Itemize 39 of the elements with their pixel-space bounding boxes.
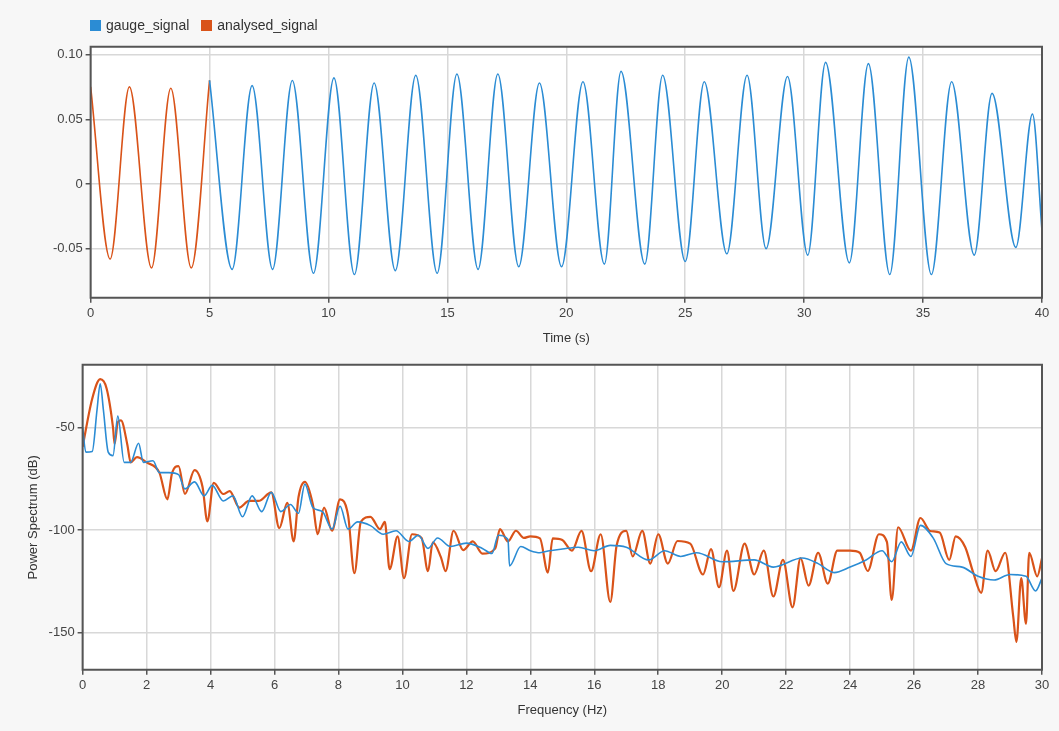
- x-tick-label: 20: [559, 305, 574, 321]
- x-tick-label: 28: [970, 677, 986, 693]
- y-tick-label: 0.05: [57, 110, 83, 126]
- x-tick-label: 24: [842, 677, 858, 693]
- x-tick-label: 16: [587, 677, 602, 693]
- x-tick-label: 0: [87, 305, 95, 321]
- line-series: [208, 56, 1042, 276]
- x-tick-label: 18: [651, 677, 666, 693]
- x-axis-title: Frequency (Hz): [517, 701, 608, 717]
- x-tick-label: 2: [142, 677, 151, 693]
- x-tick-label: 30: [796, 305, 812, 321]
- x-tick-label: 10: [395, 677, 410, 693]
- y-tick-label: -100: [48, 521, 75, 537]
- x-tick-label: 20: [714, 677, 730, 693]
- x-tick-label: 40: [1034, 305, 1050, 321]
- x-tick-label: 12: [459, 677, 474, 693]
- x-tick-label: 26: [906, 677, 922, 693]
- y-tick-label: -150: [48, 624, 75, 640]
- legend-label: analysed_signal: [216, 17, 318, 33]
- x-tick-label: 35: [915, 305, 931, 321]
- x-tick-label: 4: [206, 677, 215, 693]
- line-series: [82, 378, 1042, 643]
- x-tick-label: 25: [678, 305, 693, 321]
- legend-label: gauge_signal: [105, 17, 190, 33]
- y-tick-label: 0.10: [57, 46, 83, 62]
- x-tick-label: 14: [523, 677, 538, 693]
- y-axis-title: Power Spectrum (dB): [25, 455, 41, 580]
- x-tick-label: 30: [1034, 677, 1050, 693]
- x-tick-label: 5: [205, 305, 214, 321]
- y-tick-label: 0: [75, 175, 83, 191]
- x-tick-label: 22: [778, 677, 794, 693]
- y-tick-label: -50: [55, 419, 75, 435]
- y-tick-label: -0.05: [52, 240, 83, 256]
- x-axis-title: Time (s): [542, 329, 590, 345]
- x-tick-label: 15: [440, 305, 455, 321]
- x-tick-label: 10: [321, 305, 336, 321]
- line-series: [82, 382, 1042, 592]
- x-tick-label: 6: [270, 677, 279, 693]
- x-tick-label: 8: [334, 677, 343, 693]
